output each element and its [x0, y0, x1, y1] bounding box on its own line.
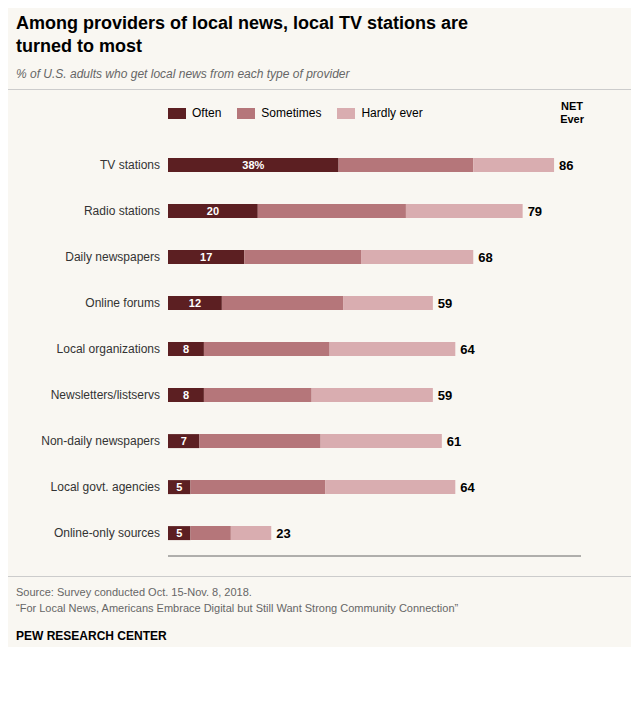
html-text:PEW RESEARCH CENTER: PEW RESEARCH CENTER [16, 628, 167, 643]
svg-text:59: 59 [438, 296, 452, 311]
svg-text:38%: 38% [242, 159, 264, 171]
html-text:“For Local News, Americans Emb: “For Local News, Americans Embrace Digit… [16, 601, 459, 614]
svg-text:64: 64 [460, 342, 475, 357]
svg-text:17: 17 [200, 251, 212, 263]
html-text:Source: Survey conducted Oct.: Source: Survey conducted Oct. 15-Nov. 8,… [16, 586, 252, 598]
svg-text:12: 12 [189, 297, 201, 309]
svg-text:Local organizations: Local organizations [57, 342, 160, 356]
svg-text:Local govt. agencies: Local govt. agencies [51, 480, 160, 494]
html-text:NET: NET [561, 100, 584, 112]
svg-text:TV stations: TV stations [100, 158, 160, 172]
svg-text:Daily newspapers: Daily newspapers [65, 250, 160, 264]
svg-text:Online-only sources: Online-only sources [54, 526, 160, 540]
html-text:Ever: Ever [560, 113, 584, 126]
svg-text:Non-daily newspapers: Non-daily newspapers [41, 434, 160, 448]
svg-text:64: 64 [460, 480, 475, 495]
svg-text:5: 5 [176, 527, 182, 539]
svg-text:20: 20 [207, 205, 219, 217]
html-text:Among providers of local news,: Among providers of local news, local TV … [16, 13, 469, 56]
svg-text:Newsletters/listservs: Newsletters/listservs [51, 388, 160, 402]
svg-text:61: 61 [447, 434, 461, 449]
html-text:% of U.S. adults who get local: % of U.S. adults who get local news from… [16, 67, 350, 81]
html-text:Often: Often [192, 106, 222, 120]
svg-text:7: 7 [181, 435, 187, 447]
svg-text:5: 5 [176, 481, 182, 493]
html-text:Hardly ever: Hardly ever [361, 106, 423, 120]
svg-text:8: 8 [183, 343, 189, 355]
svg-text:86: 86 [559, 158, 573, 173]
svg-text:79: 79 [528, 204, 542, 219]
svg-text:8: 8 [183, 389, 189, 401]
svg-text:68: 68 [478, 250, 492, 265]
svg-text:Online forums: Online forums [85, 296, 160, 310]
html-text:Sometimes: Sometimes [261, 106, 322, 120]
svg-text:Radio stations: Radio stations [84, 204, 160, 218]
svg-text:23: 23 [276, 526, 290, 541]
svg-text:59: 59 [438, 388, 452, 403]
